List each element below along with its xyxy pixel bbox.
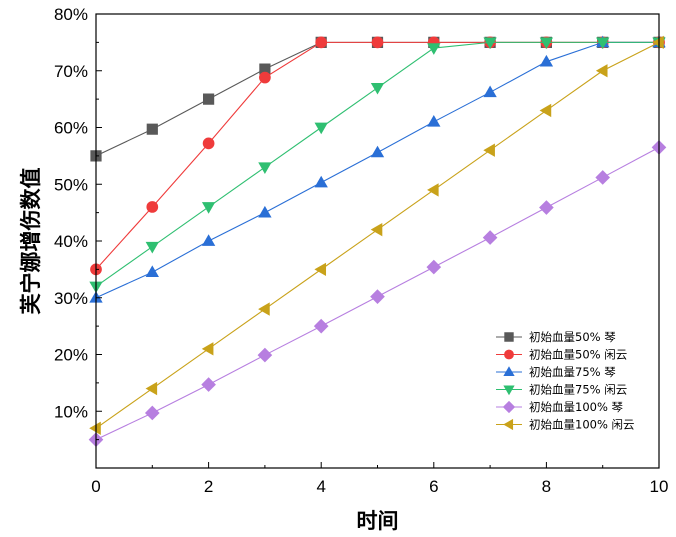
data-point: [202, 93, 215, 105]
data-point: [539, 200, 554, 215]
plot-layer: [88, 35, 667, 447]
series-0: [90, 36, 665, 162]
legend-item: 初始血量75% 闲云: [496, 383, 627, 397]
legend-marker: [503, 385, 515, 396]
series-line: [95, 41, 659, 157]
series-4: [88, 140, 667, 447]
data-point: [482, 230, 498, 245]
series-5: [89, 35, 664, 435]
data-point: [145, 265, 159, 278]
axis-layer: 0 2 4 6 8 10 10% 20% 30% 40% 50% 60% 70% 80%: [54, 5, 668, 496]
data-point: [595, 64, 608, 78]
data-point: [258, 205, 272, 218]
data-point: [201, 234, 216, 246]
data-point: [483, 37, 497, 50]
data-point: [427, 43, 441, 55]
data-point: [370, 82, 385, 95]
y-tick-label: 40%: [54, 232, 88, 251]
data-point: [314, 175, 328, 188]
y-tick-label: 50%: [54, 175, 88, 194]
y-axis-title: 芙宁娜增伤数值: [19, 168, 43, 315]
y-tick-label: 30%: [54, 289, 88, 308]
data-point: [89, 421, 101, 435]
y-tick-label: 70%: [54, 62, 88, 81]
data-point: [314, 122, 328, 135]
legend-label: 初始血量75% 琴: [529, 365, 616, 379]
legend-item: 初始血量75% 琴: [496, 365, 616, 379]
data-point: [370, 289, 385, 304]
data-point: [483, 143, 495, 157]
data-point: [427, 115, 441, 127]
data-point: [146, 123, 158, 135]
data-point: [652, 35, 664, 50]
data-point: [313, 318, 329, 334]
y-tick-label: 80%: [54, 5, 88, 24]
legend-marker: [503, 366, 515, 377]
legend-item: 初始血量100% 琴: [496, 400, 624, 414]
data-point: [257, 347, 273, 363]
data-point: [259, 71, 271, 84]
data-point: [539, 54, 554, 67]
legend-label: 初始血量50% 闲云: [529, 348, 627, 362]
legend-item: 初始血量100% 闲云: [496, 418, 635, 432]
data-point: [201, 377, 216, 392]
data-point: [201, 202, 216, 214]
data-point: [370, 145, 385, 158]
data-point: [145, 381, 158, 396]
legend-label: 初始血量50% 琴: [529, 330, 616, 344]
data-point: [201, 342, 214, 356]
x-tick-label: 2: [204, 477, 213, 496]
data-point: [596, 37, 610, 50]
data-point: [202, 137, 215, 150]
data-point: [370, 222, 383, 237]
x-tick-label: 0: [91, 477, 100, 496]
data-point: [145, 241, 159, 254]
data-point: [146, 201, 159, 213]
series-3: [89, 37, 666, 294]
legend-label: 初始血量100% 闲云: [529, 418, 635, 432]
y-tick-label: 60%: [54, 119, 88, 138]
data-point: [371, 36, 384, 49]
y-tick-label: 10%: [54, 402, 88, 421]
series-line: [95, 41, 659, 287]
data-point: [314, 262, 327, 277]
data-point: [483, 85, 497, 98]
legend-marker: [504, 332, 514, 342]
legend-item: 初始血量50% 闲云: [496, 348, 627, 362]
data-point: [539, 37, 554, 50]
x-tick-label: 8: [542, 477, 551, 496]
x-tick-label: 6: [429, 477, 438, 496]
x-axis-title: 时间: [357, 509, 399, 533]
x-tick-label: 4: [316, 477, 325, 496]
data-point: [539, 103, 552, 118]
series-2: [89, 35, 666, 303]
series-line: [95, 41, 659, 299]
legend-label: 初始血量100% 琴: [529, 400, 624, 414]
legend-item: 初始血量50% 琴: [496, 330, 616, 344]
legend-marker: [503, 418, 514, 431]
data-point: [258, 162, 272, 175]
data-point: [315, 36, 328, 49]
data-point: [427, 183, 439, 197]
x-tick-label: 10: [650, 477, 669, 496]
legend-label: 初始血量75% 闲云: [529, 383, 627, 397]
legend-marker: [504, 349, 514, 360]
legend-marker: [502, 400, 516, 414]
data-point: [595, 170, 611, 185]
data-point: [144, 405, 160, 421]
data-point: [258, 302, 270, 316]
data-point: [426, 259, 442, 275]
y-tick-label: 20%: [54, 346, 88, 365]
